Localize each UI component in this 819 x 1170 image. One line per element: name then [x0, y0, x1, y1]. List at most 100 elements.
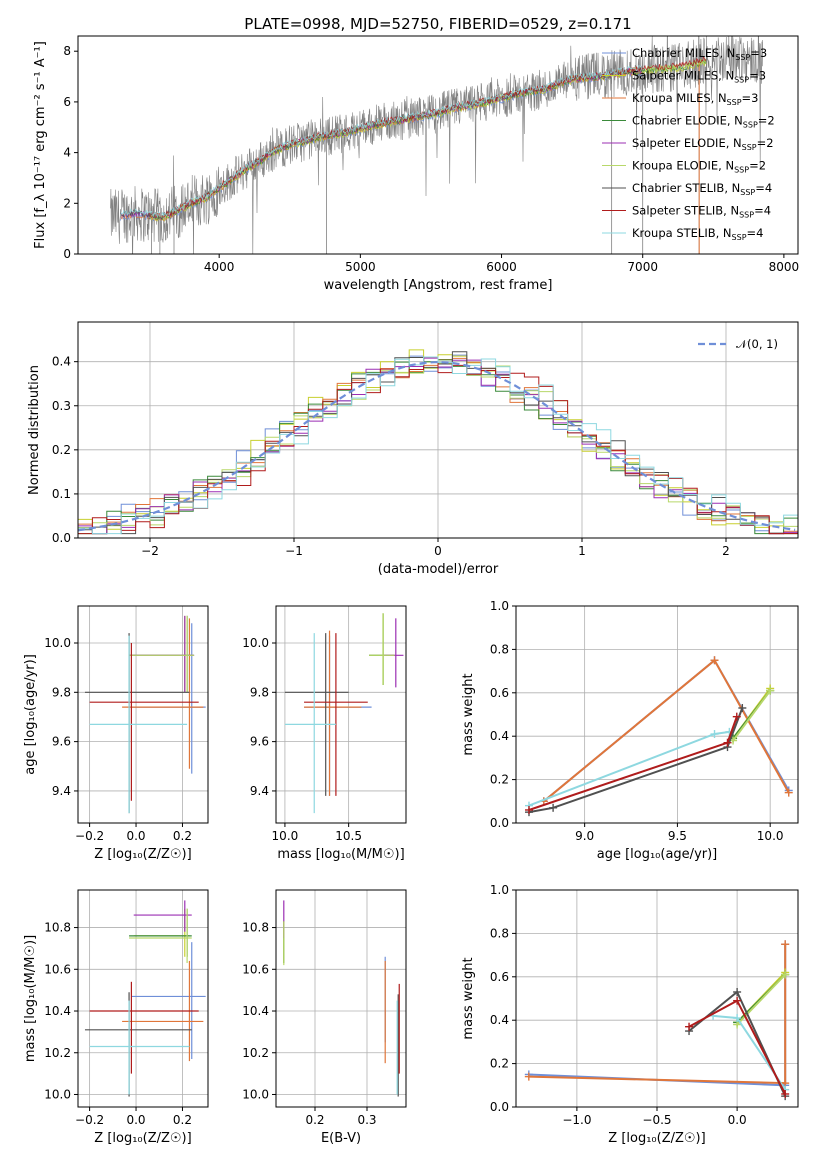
- residual-histogram: [78, 356, 798, 535]
- panel-weight-vs-Z: −1.0 −0.5 0.0 0.0 0.2 0.4 0.6 0.8 1.0 Z [log₁₀(Z/…: [461, 883, 799, 1146]
- y-tick-label: 9.8: [250, 685, 269, 699]
- legend-suffix: =2: [749, 159, 766, 173]
- y-tick-label: 10.8: [242, 921, 269, 935]
- weight-series: [543, 658, 790, 803]
- x-tick-label: 9.5: [668, 829, 687, 843]
- legend-label: 𝒩(0, 1): [736, 337, 778, 351]
- y-tick-label: 0.4: [52, 355, 71, 369]
- x-axis-label: E(B-V): [321, 1131, 361, 1146]
- y-tick-label: 10.0: [44, 636, 71, 650]
- x-tick-label: 0.0: [126, 1113, 145, 1127]
- legend-label: Kroupa ELODIE, NSSP=2: [632, 159, 766, 175]
- legend-suffix: =3: [750, 46, 767, 60]
- plot-area: [110, 36, 763, 254]
- y-tick-label: 10.2: [44, 1046, 71, 1060]
- axes-frame: [275, 605, 407, 824]
- y-tick-label: 10.6: [242, 962, 269, 976]
- x-axis-label: Z [log₁₀(Z/Z☉)]: [608, 1131, 705, 1146]
- x-tick-label: 0.2: [173, 829, 192, 843]
- x-tick-label: 10.0: [757, 829, 784, 843]
- x-tick-label: −1: [285, 544, 303, 558]
- model-spectrum: [120, 65, 643, 218]
- y-tick-label: 0.2: [52, 443, 71, 457]
- y-tick-label: 0.3: [52, 399, 71, 413]
- y-tick-label: 0.0: [52, 531, 71, 545]
- x-tick-label: 8000: [769, 260, 800, 274]
- panel-spectrum: 4000 5000 6000 7000 8000 0 2 4 6 8 wavelength [Ang…: [33, 35, 800, 293]
- x-axis-label: wavelength [Angstrom, rest frame]: [324, 278, 553, 293]
- y-tick-label: 10.4: [242, 1004, 269, 1018]
- x-tick-label: 10.5: [335, 829, 362, 843]
- y-tick-label: 0.2: [490, 1057, 509, 1071]
- y-tick-label: 10.0: [242, 636, 269, 650]
- legend-label: Salpeter ELODIE, NSSP=2: [632, 136, 774, 152]
- y-tick-label: 0.6: [490, 970, 509, 984]
- legend-sub: SSP: [735, 53, 750, 62]
- legend-suffix: =2: [758, 114, 775, 128]
- x-tick-label: 0: [434, 544, 442, 558]
- weight-series: [736, 973, 786, 1026]
- legend-sub: SSP: [734, 166, 749, 175]
- weight-series: [713, 1014, 787, 1091]
- legend-sub: SSP: [734, 76, 749, 85]
- legend-label: Chabrier ELODIE, NSSP=2: [632, 114, 775, 130]
- y-axis-label: mass weight: [461, 957, 476, 1039]
- plot-area: [78, 890, 208, 1107]
- observed-spectrum: [110, 36, 763, 254]
- plot-area: [78, 322, 798, 538]
- x-axis-label: Z [log₁₀(Z/Z☉)]: [94, 847, 191, 862]
- normal-curve: [78, 360, 796, 532]
- legend-sub: SSP: [739, 211, 754, 220]
- x-tick-label: 0.2: [305, 1113, 324, 1127]
- y-tick-label: 0.4: [490, 1013, 509, 1027]
- y-tick-label: 9.6: [250, 735, 269, 749]
- legend-suffix: =4: [755, 181, 772, 195]
- model-spectrum: [148, 58, 707, 221]
- y-tick-label: 9.6: [52, 735, 71, 749]
- x-tick-label: 10.0: [272, 829, 299, 843]
- y-tick-label: 0.6: [490, 686, 509, 700]
- axes-frame: [275, 889, 407, 1108]
- x-tick-label: 5000: [345, 260, 376, 274]
- legend-suffix: =3: [742, 91, 759, 105]
- y-tick-label: 10.4: [44, 1004, 71, 1018]
- x-axis-label: Z [log₁₀(Z/Z☉)]: [94, 1131, 191, 1146]
- y-tick-label: 10.6: [44, 962, 71, 976]
- weight-series: [528, 716, 738, 811]
- legend-sub: SSP: [743, 121, 758, 130]
- y-tick-label: 0.0: [490, 1100, 509, 1114]
- y-tick-label: 6: [63, 95, 71, 109]
- legend-label: Chabrier MILES, NSSP=3: [632, 46, 767, 62]
- y-tick-label: 2: [63, 196, 71, 210]
- panel-weight-vs-age: 9.0 9.5 10.0 0.0 0.2 0.4 0.6 0.8 1.0 age [log₁₀(a…: [461, 599, 799, 862]
- weight-series: [528, 707, 744, 814]
- x-tick-label: −0.5: [642, 1113, 671, 1127]
- y-tick-label: 10.0: [242, 1087, 269, 1101]
- y-tick-label: 9.4: [250, 784, 269, 798]
- panel-age-vs-Z: −0.2 0.0 0.2 9.4 9.6 9.8 10.0 Z [log₁₀(Z/Z☉)] ag…: [23, 605, 209, 862]
- y-tick-label: 10.8: [44, 921, 71, 935]
- y-axis-label: Flux [f_λ 10⁻¹⁷ erg cm⁻² s⁻¹ A⁻¹]: [33, 41, 48, 249]
- axes-frame: [77, 889, 209, 1108]
- axes-frame: [77, 321, 799, 539]
- y-axis-label: mass weight: [461, 673, 476, 755]
- legend-suffix: =4: [754, 204, 771, 218]
- plot-area: [516, 890, 798, 1107]
- legend-label: Kroupa MILES, NSSP=3: [632, 91, 758, 107]
- x-tick-label: 1: [578, 544, 586, 558]
- legend: Chabrier MILES, NSSP=3 Salpeter MILES, NS…: [602, 46, 775, 242]
- x-tick-label: 4000: [204, 260, 235, 274]
- y-tick-label: 1.0: [490, 883, 509, 897]
- legend-sub: SSP: [742, 143, 757, 152]
- panel-mass-vs-Z: −0.2 0.0 0.2 10.0 10.2 10.4 10.6 10.8 Z [log₁₀(Z…: [23, 889, 209, 1146]
- panel-residuals: −2 −1 0 1 2 0.0 0.1 0.2 0.3 0.4 (data-model)/error…: [27, 321, 799, 577]
- x-tick-label: −2: [141, 544, 159, 558]
- x-axis-label: (data-model)/error: [378, 562, 499, 577]
- x-tick-label: 0.3: [357, 1113, 376, 1127]
- x-tick-label: 0.0: [126, 829, 145, 843]
- plot-area: [78, 606, 208, 823]
- y-tick-label: 10.2: [242, 1046, 269, 1060]
- y-axis-label: Normed distribution: [27, 365, 42, 495]
- legend-suffix: =3: [749, 69, 766, 83]
